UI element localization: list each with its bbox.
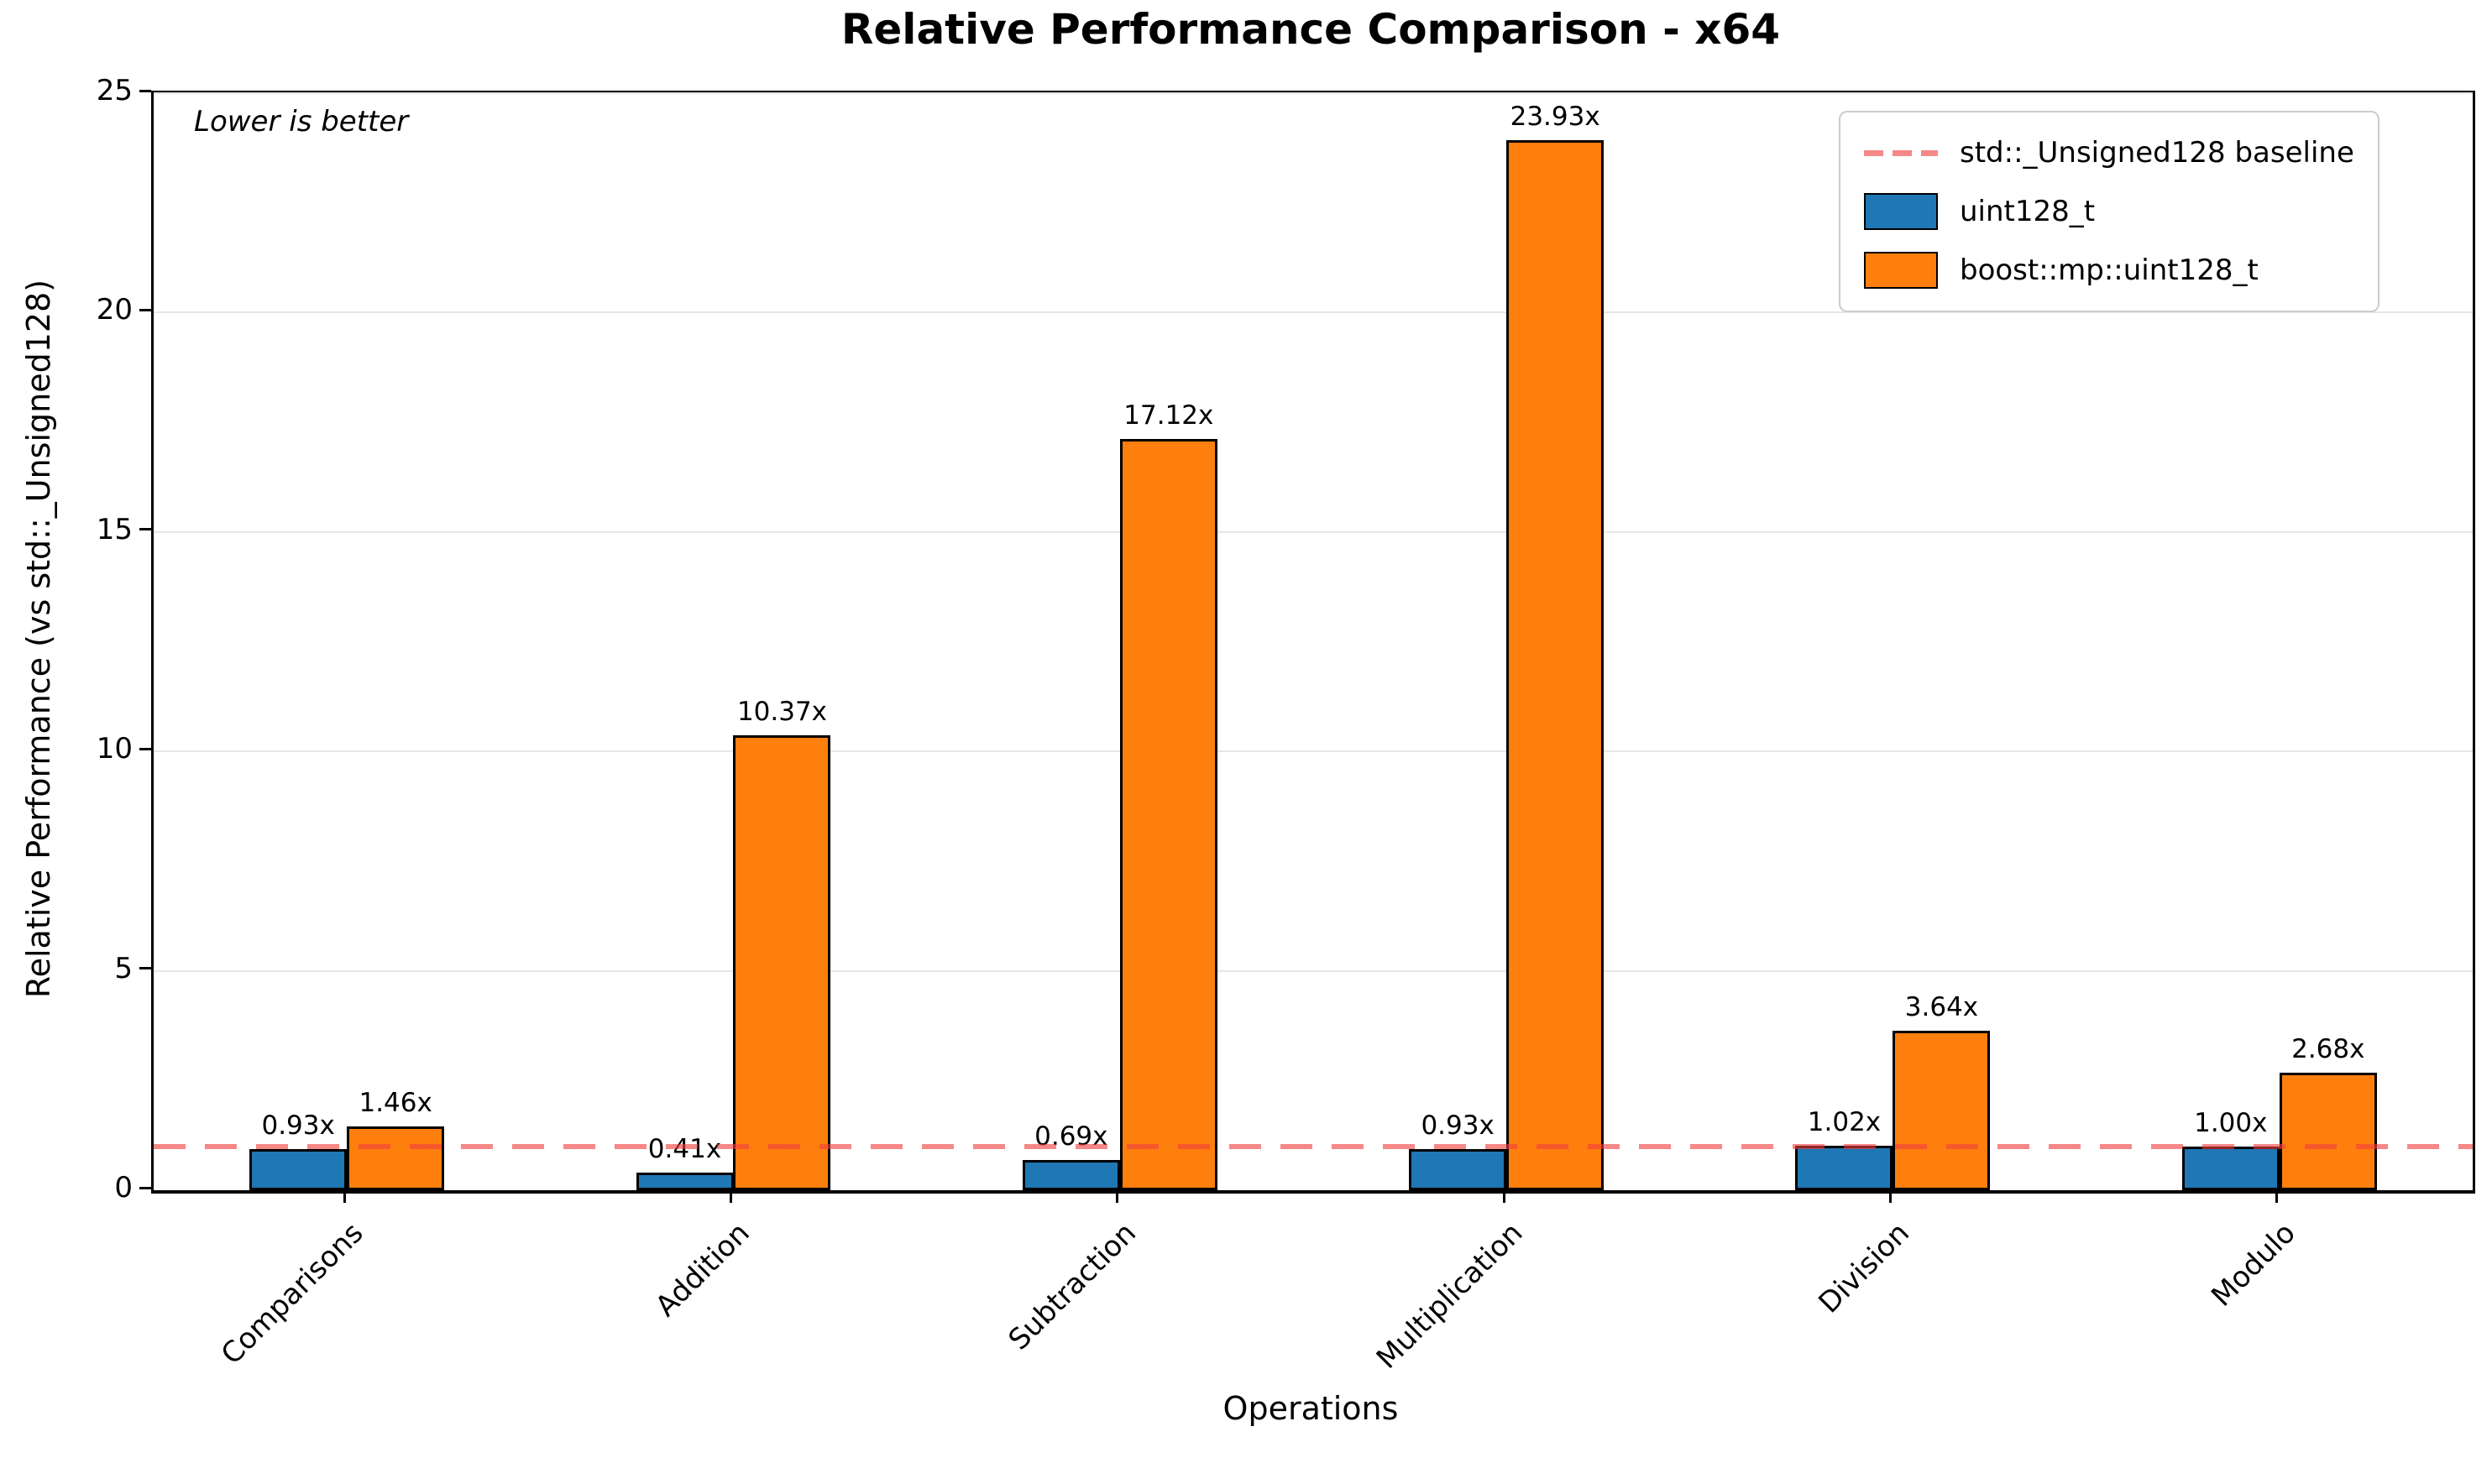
y-tick — [139, 89, 151, 92]
legend-item-label: uint128_t — [1960, 195, 2096, 228]
y-tick — [139, 967, 151, 970]
x-tick — [730, 1191, 732, 1203]
bar — [1893, 1030, 1991, 1190]
legend-item-label: std::_Unsigned128 baseline — [1960, 136, 2354, 170]
bar-value-label: 1.00x — [2194, 1107, 2268, 1138]
x-tick-label: Addition — [649, 1216, 756, 1324]
bar — [1506, 139, 1605, 1190]
y-tick — [139, 308, 151, 311]
bar — [249, 1149, 348, 1190]
y-tick — [139, 747, 151, 750]
y-axis-label: Relative Performance (vs std::_Unsigned1… — [20, 279, 57, 999]
bar-value-label: 23.93x — [1510, 101, 1600, 132]
bar — [636, 1172, 734, 1190]
y-tick-label: 10 — [96, 732, 133, 766]
x-tick-label: Modulo — [2205, 1216, 2303, 1314]
bar — [733, 734, 831, 1190]
bar-value-label: 3.64x — [1904, 991, 1979, 1022]
y-tick-label: 5 — [114, 951, 133, 985]
x-tick-label: Comparisons — [214, 1216, 370, 1372]
legend-color-swatch — [1864, 193, 1938, 230]
x-tick — [343, 1191, 346, 1203]
legend-dash-swatch — [1864, 149, 1938, 156]
annotation-note: Lower is better — [194, 105, 409, 138]
gridline — [154, 530, 2473, 533]
bar-value-label: 17.12x — [1123, 400, 1214, 431]
y-tick — [139, 528, 151, 531]
bar — [1119, 438, 1217, 1190]
x-tick — [1502, 1191, 1505, 1203]
legend-item: std::_Unsigned128 baseline — [1864, 131, 2354, 175]
y-tick-label: 0 — [114, 1171, 133, 1204]
x-axis-label: Operations — [1222, 1390, 1399, 1427]
bar-group: 0.41x10.37x — [540, 93, 926, 1190]
bar-group: 0.93x 23.93x — [1313, 93, 1699, 1190]
bar-group: 1.00x 2.68x — [2086, 93, 2473, 1190]
x-tick — [1889, 1191, 1892, 1203]
chart-title: Relative Performance Comparison - x64 — [840, 5, 1781, 54]
x-tick-label: Division — [1812, 1216, 1916, 1320]
bar-value-label: 2.68x — [2291, 1033, 2365, 1064]
bar-group: 1.02x 3.64x — [1699, 93, 2086, 1190]
y-tick — [139, 1186, 151, 1189]
bar-value-label: 0.93x — [1421, 1110, 1495, 1142]
legend-item-label: boost::mp::uint128_t — [1960, 253, 2259, 287]
x-tick-label: Subtraction — [1002, 1216, 1144, 1357]
x-tick — [1116, 1191, 1119, 1203]
legend-item: uint128_t — [1864, 190, 2354, 233]
bar-group: 0.69x 17.12x — [927, 93, 1313, 1190]
legend-item: boost::mp::uint128_t — [1864, 248, 2354, 292]
x-tick-label: Multiplication — [1369, 1216, 1530, 1376]
baseline-line — [154, 1143, 2473, 1149]
gridline — [154, 969, 2473, 972]
gridline — [154, 750, 2473, 753]
bar — [347, 1126, 445, 1190]
y-tick-label: 25 — [96, 74, 133, 107]
bar — [2181, 1146, 2280, 1190]
bar-value-label: 10.37x — [736, 696, 828, 727]
bar — [1795, 1145, 1893, 1190]
gridline — [154, 92, 2473, 94]
bar — [2279, 1072, 2377, 1190]
bar-value-label: 1.46x — [359, 1087, 432, 1118]
x-tick — [2275, 1191, 2279, 1203]
y-tick-label: 20 — [96, 293, 133, 327]
gridline — [154, 311, 2473, 314]
bar — [1022, 1159, 1120, 1190]
bar-value-label: 0.93x — [261, 1110, 335, 1142]
bar — [1409, 1149, 1507, 1190]
bar-value-label: 1.02x — [1807, 1106, 1882, 1137]
bar-group: 0.93x 1.46x — [154, 93, 540, 1190]
y-tick-label: 15 — [96, 512, 133, 546]
legend-color-swatch — [1864, 252, 1938, 289]
